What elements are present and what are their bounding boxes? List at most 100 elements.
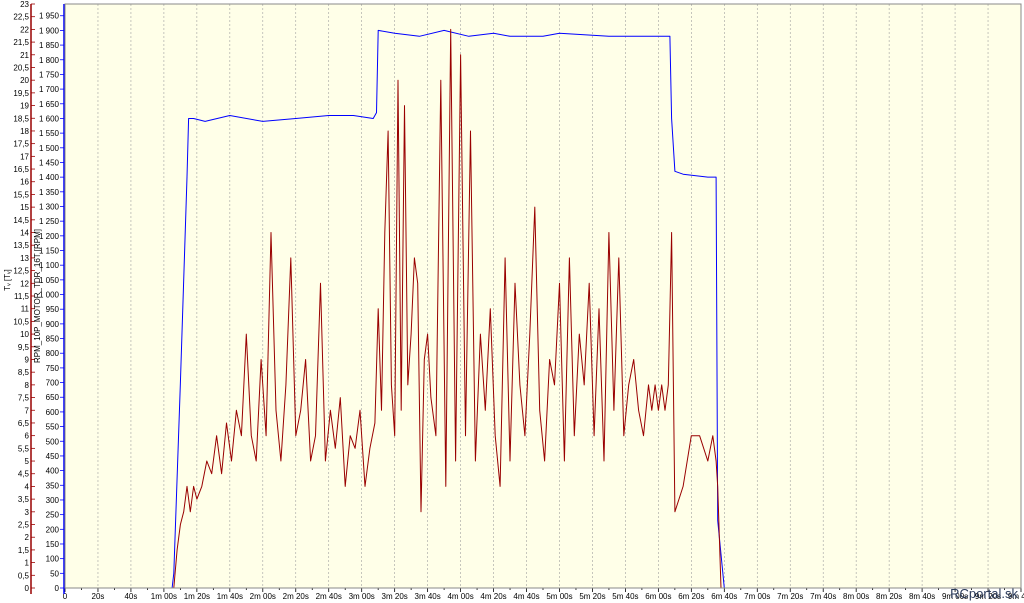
left-tick-label: 6 [25,432,30,441]
x-tick-label: 5m 00s [546,592,572,601]
left-tick-label: 20,5 [13,63,29,72]
left-tick-label: 20 [20,76,29,85]
left-tick-label: 5,5 [18,444,30,453]
x-tick-label: 6m 20s [678,592,704,601]
x-tick-label: 4m 00s [447,592,473,601]
series-group [65,28,1021,589]
left-axis-ticks: 00,511,522,533,544,555,566,577,588,599,5… [13,0,35,593]
right-tick-label: 1 100 [39,261,60,270]
right-tick-label: 1 650 [39,100,60,109]
right-tick-label: 1 850 [39,41,60,50]
left-tick-label: 9,5 [18,343,30,352]
left-tick-label: 10 [20,330,29,339]
left-tick-label: 17 [20,152,29,161]
x-tick-label: 8m 20s [876,592,902,601]
x-axis-ticks: 0 20s 40s 1m 00s 1m 20s 1m 40s 2m 00s 2m 20s 2m … [63,588,1024,601]
x-tick-label: 8m 40s [909,592,935,601]
x-tick-label: 7m 40s [810,592,836,601]
right-axis-ticks: 0 50 100 150 200 250 300 350 400 450 500 550 600 650 7… [39,12,64,593]
right-tick-label: 300 [46,496,60,505]
right-tick-label: 1 450 [39,158,60,167]
right-tick-label: 1 600 [39,114,60,123]
x-tick-label: 3m 20s [382,592,408,601]
right-tick-label: 600 [46,408,60,417]
x-tick-label: 1m 00s [151,592,177,601]
left-tick-label: 15 [20,203,29,212]
x-tick-label: 20s [92,592,105,601]
left-tick-label: 22,5 [13,13,29,22]
watermark: RCportal.sk [950,586,1018,601]
right-axis-label: RPM_10P_MOTOR_TDR_16T [RPM] [33,229,42,363]
left-tick-label: 5 [25,457,30,466]
left-tick-label: 1,5 [18,546,30,555]
left-tick-label: 1 [25,559,30,568]
left-tick-label: 18,5 [13,114,29,123]
right-tick-label: 700 [46,379,60,388]
right-tick-label: 450 [46,452,60,461]
plot-border [64,3,1022,589]
left-tick-label: 21,5 [13,38,29,47]
left-tick-label: 9 [25,355,30,364]
x-tick-label: 2m 40s [316,592,342,601]
left-tick-label: 17,5 [13,140,29,149]
left-tick-label: 11,5 [14,292,30,301]
right-tick-label: 1 150 [39,247,60,256]
left-tick-label: 21 [20,51,29,60]
right-tick-label: 1 350 [39,188,60,197]
x-tick-label: 6m 00s [645,592,671,601]
right-tick-label: 1 750 [39,70,60,79]
left-tick-label: 4,5 [18,470,30,479]
left-tick-label: 13,5 [13,241,29,250]
left-tick-label: 16 [20,178,29,187]
right-tick-label: 1 400 [39,173,60,182]
right-tick-label: 0 [55,584,60,593]
right-tick-label: 950 [46,305,60,314]
left-tick-label: 12 [20,279,29,288]
x-tick-label: 9m 00s [942,592,968,601]
left-tick-label: 11 [21,305,30,314]
right-tick-label: 100 [46,555,60,564]
left-tick-label: 8 [25,381,30,390]
plot-background [65,4,1021,588]
right-tick-label: 250 [46,511,60,520]
right-tick-label: 500 [46,437,60,446]
x-tick-label: 3m 40s [415,592,441,601]
left-tick-label: 2 [25,533,30,542]
rpm-series-line [65,29,1021,589]
right-tick-label: 1 800 [39,56,60,65]
right-tick-label: 750 [46,364,60,373]
x-tick-label: 7m 00s [744,592,770,601]
right-tick-label: 1 950 [39,12,60,21]
left-tick-label: 23 [20,0,29,9]
right-tick-label: 900 [46,320,60,329]
right-tick-label: 1 300 [39,202,60,211]
right-tick-label: 350 [46,481,60,490]
right-tick-label: 150 [46,540,60,549]
x-tick-label: 6m 40s [711,592,737,601]
left-tick-label: 7,5 [18,394,30,403]
right-tick-label: 800 [46,349,60,358]
left-tick-label: 10,5 [13,317,29,326]
left-tick-label: 3 [25,508,30,517]
right-tick-label: 850 [46,335,60,344]
left-tick-label: 4 [25,482,30,491]
right-tick-label: 1 250 [39,217,60,226]
left-tick-label: 14 [20,229,29,238]
x-tick-label: 4m 20s [480,592,506,601]
left-tick-label: 2,5 [18,521,30,530]
right-tick-label: 1 550 [39,129,60,138]
x-tick-label: 2m 20s [283,592,309,601]
left-tick-label: 3,5 [18,495,30,504]
x-tick-label: 40s [124,592,137,601]
tv-series-line [65,28,1021,589]
left-tick-label: 8,5 [18,368,30,377]
left-tick-label: 16,5 [13,165,29,174]
x-tick-label: 1m 20s [184,592,210,601]
x-tick-label: 5m 40s [612,592,638,601]
x-tick-label: 9m 20s [975,592,1001,601]
right-tick-label: 50 [50,569,59,578]
right-tick-label: 400 [46,467,60,476]
right-tick-label: 1 000 [39,291,60,300]
right-tick-label: 1 900 [39,26,60,35]
